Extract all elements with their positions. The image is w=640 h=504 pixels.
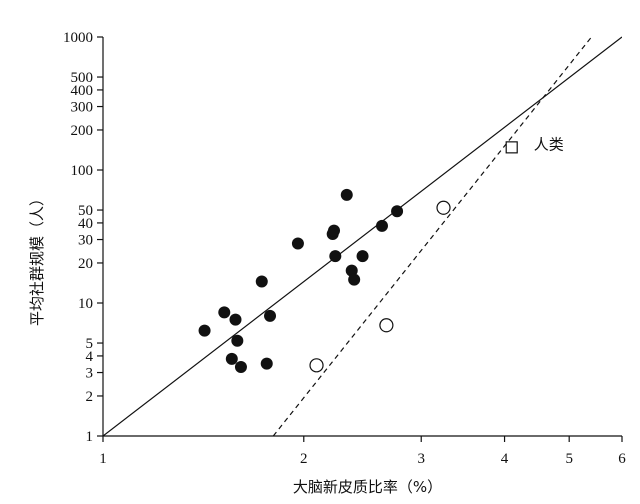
- x-tick-label: 5: [565, 451, 573, 467]
- y-tick-label: 4: [86, 349, 94, 365]
- y-tick-label: 500: [71, 70, 94, 86]
- y-tick-label: 10: [78, 296, 93, 312]
- filled-point: [225, 352, 238, 365]
- x-tick-label: 2: [300, 451, 308, 467]
- open-point: [436, 200, 451, 215]
- x-tick-label: 3: [417, 451, 425, 467]
- filled-point: [231, 334, 244, 347]
- filled-point: [340, 188, 353, 201]
- x-tick-label: 4: [501, 451, 509, 467]
- filled-point: [255, 275, 268, 288]
- x-axis-title: 大脑新皮质比率（%）: [293, 478, 442, 496]
- y-tick-label: 3: [86, 366, 94, 382]
- filled-point: [329, 250, 342, 263]
- y-tick-label: 300: [71, 100, 94, 116]
- y-tick-label: 20: [78, 256, 93, 272]
- filled-point: [328, 224, 341, 237]
- x-tick-label: 6: [618, 451, 626, 467]
- human-point: [505, 141, 518, 154]
- y-tick-label: 100: [71, 163, 94, 179]
- open-point: [309, 358, 324, 373]
- x-axis: 1 2 3 4 5 6: [99, 436, 626, 467]
- data-points: [198, 141, 518, 374]
- y-tick-label: 50: [78, 203, 93, 219]
- y-tick-label: 400: [71, 83, 94, 99]
- filled-point: [198, 324, 211, 337]
- y-tick-label: 200: [71, 123, 94, 139]
- filled-point: [356, 250, 369, 263]
- y-tick-label: 5: [86, 336, 94, 352]
- filled-point: [260, 357, 273, 370]
- human-annotation: 人类: [534, 135, 564, 153]
- solid-regression-line: [103, 36, 622, 436]
- filled-point: [291, 237, 304, 250]
- filled-point: [218, 306, 231, 319]
- filled-point: [375, 219, 388, 232]
- y-tick-label: 1000: [63, 30, 93, 46]
- filled-point: [264, 309, 277, 322]
- y-tick-label: 2: [86, 389, 94, 405]
- y-axis-title: 平均社群规模（人）: [28, 191, 46, 326]
- filled-point: [234, 361, 247, 374]
- y-tick-label: 40: [78, 216, 93, 232]
- filled-point: [229, 313, 242, 326]
- filled-point: [391, 205, 404, 218]
- y-tick-label: 30: [78, 233, 93, 249]
- filled-point: [348, 273, 361, 286]
- plot-frame: [102, 37, 622, 437]
- y-tick-label: 1: [86, 429, 94, 445]
- x-tick-label: 1: [99, 451, 107, 467]
- fit-lines: [103, 36, 622, 436]
- open-point: [379, 318, 394, 333]
- dashed-regression-line: [272, 36, 592, 436]
